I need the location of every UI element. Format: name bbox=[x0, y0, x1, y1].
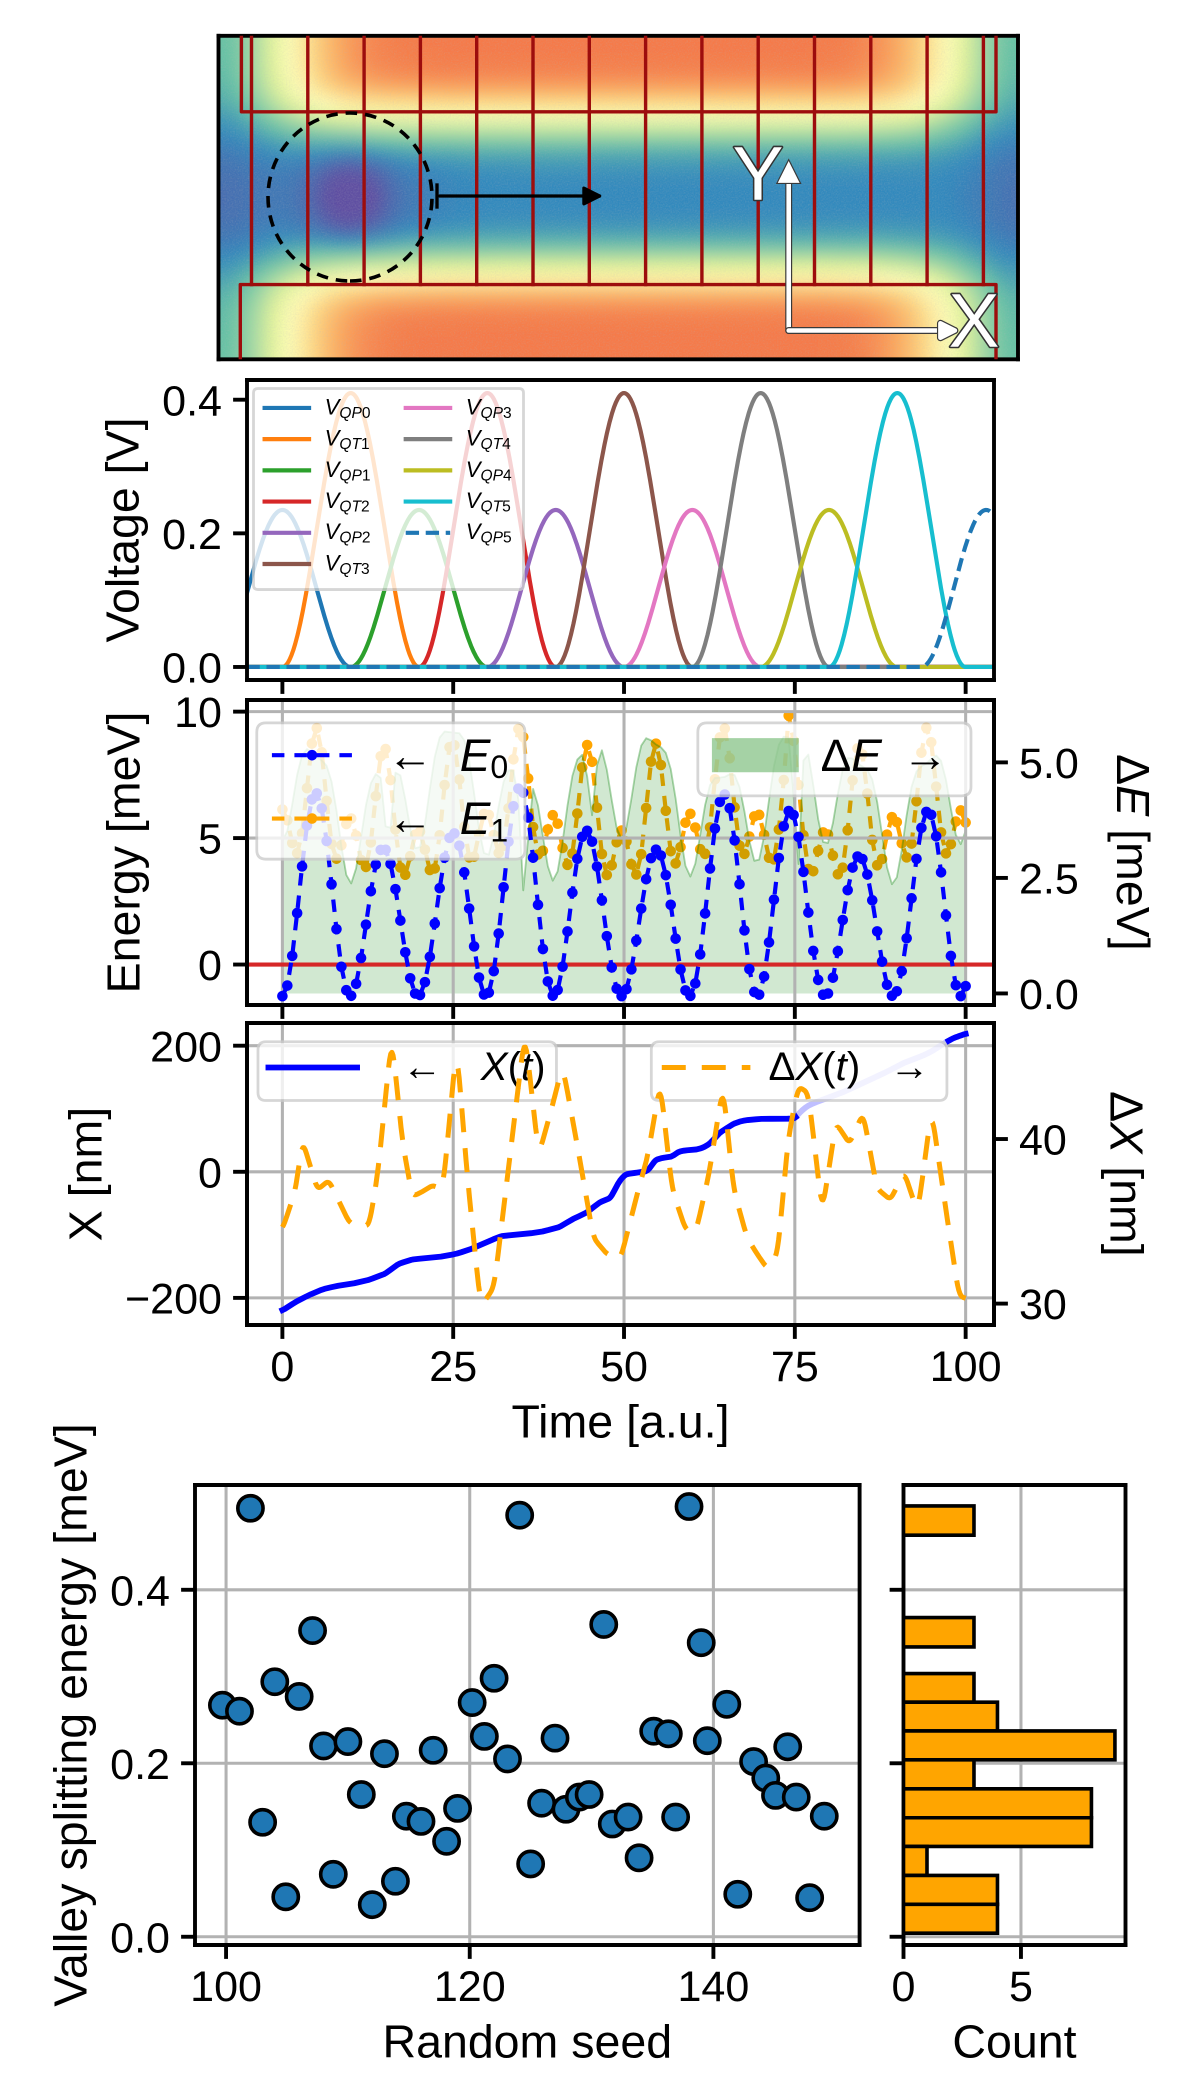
svg-text:0.4: 0.4 bbox=[162, 377, 222, 425]
svg-text:0.0: 0.0 bbox=[1019, 971, 1079, 1019]
svg-text:0: 0 bbox=[198, 1149, 222, 1197]
svg-text:5: 5 bbox=[1009, 1963, 1033, 2011]
svg-text:V Q T 2: V Q T 2 bbox=[325, 488, 370, 517]
svg-text:Δ ( ) →: Δ ( ) → X t bbox=[769, 1044, 936, 1089]
svg-text:40: 40 bbox=[1019, 1117, 1067, 1165]
svg-text:Valley splitting energy [meV]: Valley splitting energy [meV] bbox=[45, 1423, 97, 2006]
svg-text:Voltage [V]: Voltage [V] bbox=[97, 418, 149, 643]
svg-text:0.4: 0.4 bbox=[110, 1567, 170, 1615]
svg-text:5: 5 bbox=[198, 816, 222, 864]
svg-text:Count: Count bbox=[952, 2016, 1076, 2068]
svg-text:V Q T 3: V Q T 3 bbox=[325, 550, 370, 579]
svg-text:0: 0 bbox=[892, 1963, 916, 2011]
svg-text:V Q T 1: V Q T 1 bbox=[325, 426, 370, 455]
svg-text:2.5: 2.5 bbox=[1019, 856, 1079, 904]
svg-text:0: 0 bbox=[270, 1343, 294, 1391]
svg-text:5.0: 5.0 bbox=[1019, 740, 1079, 788]
svg-text:X [nm]: X [nm] bbox=[59, 1107, 111, 1241]
svg-text:V Q P 0: V Q P 0 bbox=[325, 394, 371, 423]
svg-text:V Q P 3: V Q P 3 bbox=[466, 394, 512, 423]
svg-text:0.2: 0.2 bbox=[162, 511, 222, 559]
svg-text:V Q P 4: V Q P 4 bbox=[466, 457, 512, 486]
svg-text:100: 100 bbox=[930, 1343, 1002, 1391]
svg-text:30: 30 bbox=[1019, 1281, 1067, 1329]
svg-text:Random seed: Random seed bbox=[382, 2016, 672, 2068]
svg-text:0.0: 0.0 bbox=[110, 1914, 170, 1962]
svg-text:75: 75 bbox=[771, 1343, 819, 1391]
svg-text:0: 0 bbox=[198, 942, 222, 990]
svg-text:25: 25 bbox=[429, 1343, 477, 1391]
svg-text:V Q P 5: V Q P 5 bbox=[466, 519, 512, 548]
svg-text:Δ [ m: Δ [ m e V ] E bbox=[1107, 754, 1159, 957]
svg-text:V Q P 2: V Q P 2 bbox=[325, 519, 371, 548]
svg-text:V Q T 4: V Q T 4 bbox=[466, 426, 511, 455]
svg-text:Time [a.u.]: Time [a.u.] bbox=[512, 1396, 730, 1448]
svg-text:140: 140 bbox=[677, 1963, 749, 2011]
svg-text:0.2: 0.2 bbox=[110, 1741, 170, 1789]
svg-text:V Q P 1: V Q P 1 bbox=[325, 457, 371, 486]
svg-text:Energy [meV]: Energy [meV] bbox=[97, 712, 149, 994]
svg-text:50: 50 bbox=[600, 1343, 648, 1391]
svg-text:← E 0: ← E 0 bbox=[387, 730, 508, 785]
svg-text:200: 200 bbox=[150, 1023, 222, 1071]
svg-text:0.0: 0.0 bbox=[162, 645, 222, 693]
svg-text:Δ → E: Δ → E bbox=[821, 730, 955, 781]
svg-text:Δ [ n: Δ [ n m ] X bbox=[1100, 1091, 1152, 1263]
svg-text:V Q T 5: V Q T 5 bbox=[466, 488, 511, 517]
svg-text:10: 10 bbox=[174, 689, 222, 737]
svg-text:100: 100 bbox=[190, 1963, 262, 2011]
svg-text:−200: −200 bbox=[125, 1275, 222, 1323]
svg-text:← E 1: ← E 1 bbox=[387, 793, 508, 848]
svg-text:120: 120 bbox=[434, 1963, 506, 2011]
